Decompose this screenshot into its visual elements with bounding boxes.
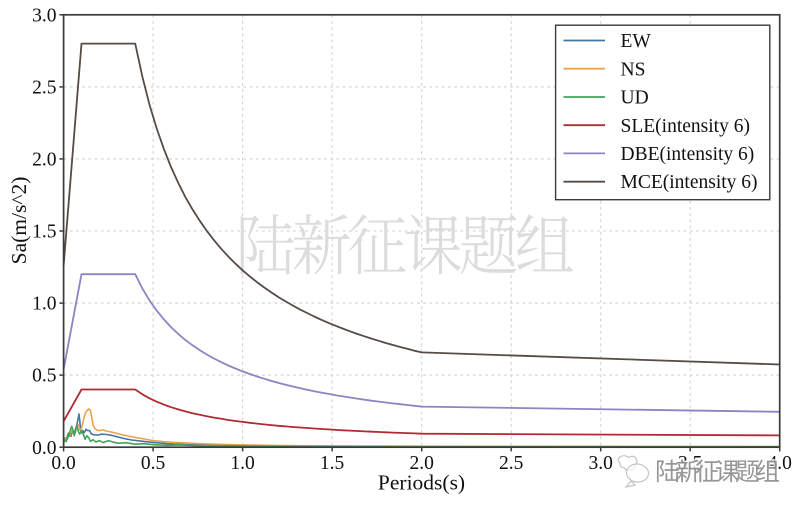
svg-text:2.0: 2.0	[410, 453, 434, 474]
svg-text:2.5: 2.5	[499, 453, 523, 474]
svg-text:1.0: 1.0	[230, 453, 254, 474]
svg-text:3.0: 3.0	[32, 5, 56, 26]
svg-text:1.0: 1.0	[32, 294, 56, 315]
svg-text:0.5: 0.5	[32, 366, 56, 387]
svg-text:2.0: 2.0	[32, 150, 56, 171]
svg-text:UD: UD	[621, 88, 649, 109]
svg-text:0.5: 0.5	[141, 453, 165, 474]
svg-text:1.5: 1.5	[32, 222, 56, 243]
svg-text:EW: EW	[621, 31, 652, 52]
svg-text:MCE(intensity 6): MCE(intensity 6)	[621, 172, 758, 193]
svg-text:3.0: 3.0	[589, 453, 613, 474]
svg-text:Sa(m/s^2): Sa(m/s^2)	[7, 177, 31, 265]
svg-text:0.0: 0.0	[32, 438, 56, 459]
svg-text:1.5: 1.5	[320, 453, 344, 474]
svg-text:0.0: 0.0	[51, 453, 75, 474]
svg-text:Periods(s): Periods(s)	[378, 471, 465, 495]
svg-text:NS: NS	[621, 59, 646, 80]
svg-text:DBE(intensity 6): DBE(intensity 6)	[621, 144, 755, 165]
svg-text:SLE(intensity 6): SLE(intensity 6)	[621, 116, 750, 137]
svg-text:2.5: 2.5	[32, 78, 56, 99]
